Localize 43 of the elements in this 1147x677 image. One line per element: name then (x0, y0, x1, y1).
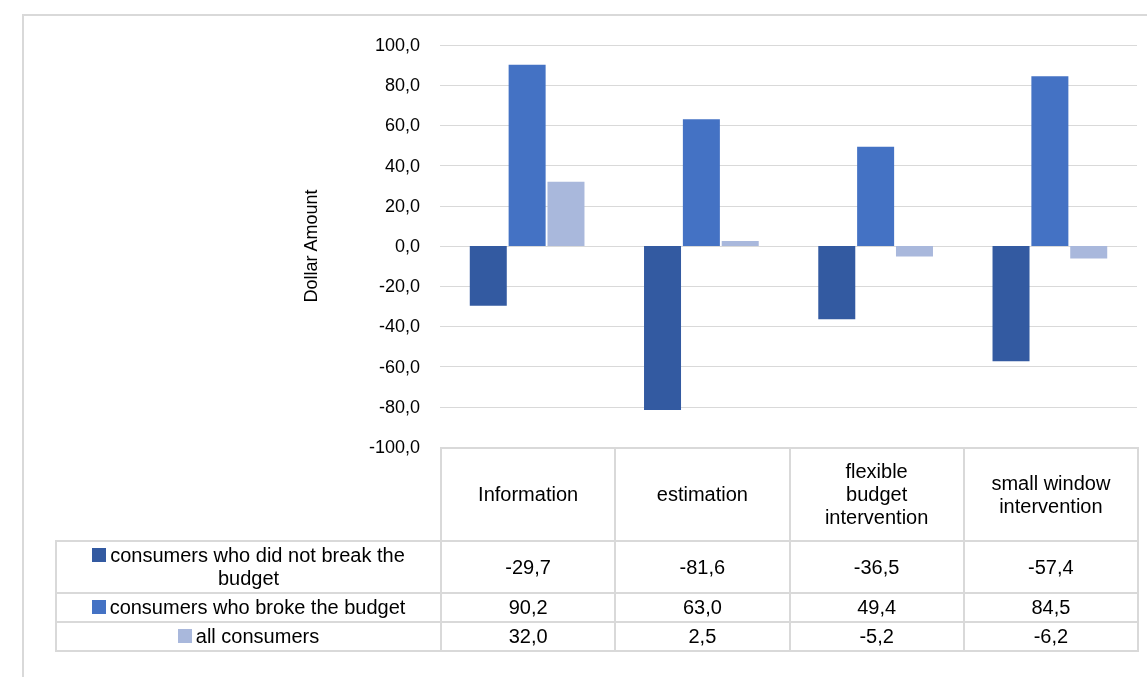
bar (857, 146, 895, 246)
data-label: 32,0 (441, 622, 616, 651)
y-tick-label: 0,0 (394, 236, 420, 256)
bar (721, 240, 759, 246)
legend-label: consumers who did not break the budget (56, 541, 441, 593)
x-tick-label: flexible budget intervention (789, 448, 964, 541)
bar (682, 119, 720, 246)
x-tick-label: small window intervention (963, 448, 1138, 541)
bar (818, 246, 856, 320)
data-label: -5,2 (789, 622, 964, 651)
bar (1070, 246, 1108, 259)
y-axis-title: Dollar Amount (301, 189, 321, 303)
y-tick-label: -40,0 (378, 316, 420, 337)
bar (992, 246, 1030, 362)
data-label: -29,7 (441, 541, 616, 593)
x-tick-label: Information (441, 448, 616, 541)
bar (508, 64, 546, 246)
bar (469, 246, 507, 306)
legend-label: all consumers (56, 622, 441, 651)
x-tick-label: estimation (615, 448, 790, 541)
y-tick-label: -100,0 (368, 437, 420, 457)
y-tick-label: -20,0 (378, 276, 420, 297)
bar (895, 246, 933, 257)
data-label: 63,0 (615, 593, 790, 622)
y-tick-label: -80,0 (378, 396, 420, 417)
bar (644, 246, 682, 411)
bar (1031, 76, 1069, 246)
data-label: 84,5 (963, 593, 1138, 622)
data-label: -81,6 (615, 541, 790, 593)
data-label: -57,4 (963, 541, 1138, 593)
y-tick-label: -60,0 (378, 356, 420, 377)
y-tick-label: 40,0 (384, 155, 420, 176)
data-label: 90,2 (441, 593, 616, 622)
data-label: -36,5 (789, 541, 964, 593)
y-tick-label: 60,0 (384, 115, 420, 136)
y-tick-label: 80,0 (384, 75, 420, 96)
data-label: 2,5 (615, 622, 790, 651)
legend-label: consumers who broke the budget (56, 593, 441, 622)
data-label: -6,2 (963, 622, 1138, 651)
y-tick-label: 20,0 (384, 195, 420, 216)
data-label: 49,4 (789, 593, 964, 622)
y-tick-label: 100,0 (374, 35, 420, 55)
bar (547, 181, 585, 246)
